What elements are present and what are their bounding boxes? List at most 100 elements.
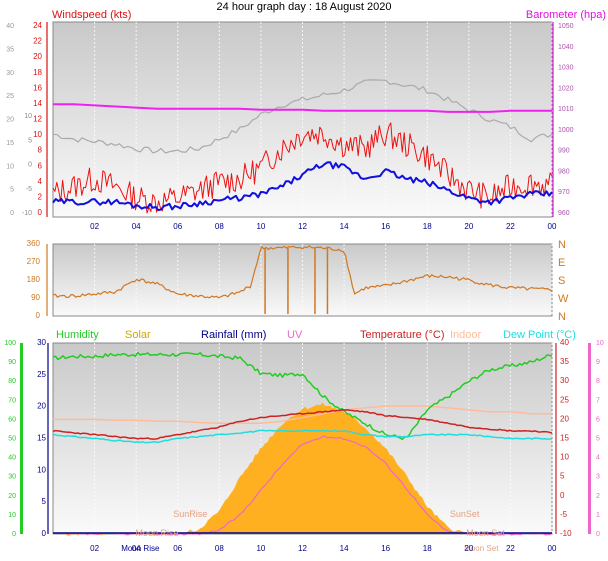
direction-tick-label: 180 xyxy=(27,275,41,284)
humidity-tick-label: 30 xyxy=(8,474,16,481)
wind-x-tick-label: 06 xyxy=(173,222,182,231)
rain-tick-label: 0 xyxy=(42,529,47,538)
temperature-tick-label: 25 xyxy=(560,395,569,404)
barometer-tick-label: 1030 xyxy=(558,65,574,72)
legend-entry: UV xyxy=(287,329,303,341)
temperature-x-tick-label: 12 xyxy=(298,544,307,553)
gray-tick-label: 20 xyxy=(6,117,14,124)
wind-x-tick-label: 20 xyxy=(464,222,473,231)
uv-tick-label: 8 xyxy=(596,378,600,385)
direction-tick-label: 270 xyxy=(27,257,41,266)
sunset-label: SunSet xyxy=(450,509,480,519)
legend-entry: Temperature (°C) xyxy=(360,329,444,341)
compass-label: W xyxy=(558,293,569,305)
humidity-line xyxy=(52,351,553,441)
wind-tick-label: 24 xyxy=(33,21,42,30)
moonrise-label-lower: Moon Rise xyxy=(121,544,160,553)
wind-tick-label: 12 xyxy=(33,115,42,124)
temperature-x-tick-label: 16 xyxy=(381,544,390,553)
temperature-x-tick-label: 04 xyxy=(132,544,141,553)
barometer-tick-label: 1020 xyxy=(558,85,574,92)
temperature-tick-label: 5 xyxy=(560,472,565,481)
uv-tick-label: 4 xyxy=(596,455,600,462)
wind-x-tick-label: 02 xyxy=(90,222,99,231)
temperature-tick-label: 10 xyxy=(560,453,569,462)
rain-tick-label: 30 xyxy=(37,338,46,347)
temperature-tick-label: 35 xyxy=(560,357,569,366)
humidity-tick-label: 90 xyxy=(8,359,16,366)
uv-tick-label: 6 xyxy=(596,416,600,423)
wind-tick-label: 8 xyxy=(38,146,43,155)
temperature-line xyxy=(52,409,553,440)
direction-tick-label: 0 xyxy=(36,311,41,320)
humidity-tick-label: 20 xyxy=(8,493,16,500)
wind-x-tick-label: 00 xyxy=(548,222,557,231)
temperature-x-tick-label: 14 xyxy=(340,544,349,553)
wind-tick-label: 4 xyxy=(38,177,43,186)
wind-tick-label: 22 xyxy=(33,37,42,46)
wind-tick-label: 6 xyxy=(38,161,43,170)
uv-tick-label: 1 xyxy=(596,512,600,519)
wind-average-line xyxy=(52,161,553,212)
humidity-tick-label: 100 xyxy=(4,340,16,347)
gray-tick-label: 40 xyxy=(6,23,14,30)
temperature-x-tick-label: 02 xyxy=(90,544,99,553)
direction-tick-label: 360 xyxy=(27,239,41,248)
uv-tick-label: 9 xyxy=(596,359,600,366)
temperature-tick-label: -10 xyxy=(560,529,572,538)
humidity-tick-label: 80 xyxy=(8,378,16,385)
barometer-tick-label: 1010 xyxy=(558,106,574,113)
rain-tick-label: 20 xyxy=(37,402,46,411)
barometer-tick-label: 980 xyxy=(558,168,570,175)
temperature-x-tick-label: 10 xyxy=(256,544,265,553)
gray-tick-label: 10 xyxy=(6,163,14,170)
rain-tick-label: 5 xyxy=(42,497,47,506)
temperature-x-tick-label: 00 xyxy=(548,544,557,553)
barometer-tick-label: 990 xyxy=(558,148,570,155)
wind-x-tick-label: 12 xyxy=(298,222,307,231)
direction-line xyxy=(52,245,553,299)
legend-entry: Indoor xyxy=(450,329,482,341)
legend-entry: Dew Point (°C) xyxy=(503,329,576,341)
temperature-tick-label: 15 xyxy=(560,434,569,443)
compass-label: S xyxy=(558,275,565,287)
compass-label: N xyxy=(558,311,566,323)
wind-x-tick-label: 04 xyxy=(132,222,141,231)
humidity-tick-label: 70 xyxy=(8,397,16,404)
uv-tick-label: 0 xyxy=(596,531,600,538)
gray-tick-label: 5 xyxy=(10,187,14,194)
compass-label: E xyxy=(558,257,565,269)
legend-entry: Rainfall (mm) xyxy=(201,329,266,341)
gray-tick-label: 15 xyxy=(6,140,14,147)
moonset-label: Moon Set xyxy=(466,528,505,538)
uv-tick-label: 10 xyxy=(596,340,604,347)
gray-tick-label: 0 xyxy=(10,210,14,217)
wind-x-tick-label: 18 xyxy=(423,222,432,231)
wind-tick-label: 2 xyxy=(38,192,43,201)
sunrise-label: SunRise xyxy=(173,509,207,519)
legend-entry: Solar xyxy=(125,329,151,341)
wind-tick-label: 10 xyxy=(33,130,42,139)
wind-tick-label: 18 xyxy=(33,68,42,77)
humidity-tick-label: 0 xyxy=(12,531,16,538)
wind-x-tick-label: 16 xyxy=(381,222,390,231)
rain-tick-label: 10 xyxy=(37,465,46,474)
temperature-tick-label: 0 xyxy=(560,491,565,500)
extra-tick-label: 10 xyxy=(24,113,32,120)
wind-tick-label: 16 xyxy=(33,83,42,92)
temperature-x-tick-label: 06 xyxy=(173,544,182,553)
dewpoint-line xyxy=(52,429,553,444)
barometer-tick-label: 1050 xyxy=(558,23,574,30)
uv-tick-label: 2 xyxy=(596,493,600,500)
uv-tick-label: 5 xyxy=(596,436,600,443)
wind-tick-label: 20 xyxy=(33,52,42,61)
moonset-label-lower: Moon Set xyxy=(464,544,499,553)
extra-tick-label: -5 xyxy=(26,186,32,193)
uv-tick-label: 7 xyxy=(596,397,600,404)
wind-x-tick-label: 10 xyxy=(256,222,265,231)
temperature-x-tick-label: 20 xyxy=(464,544,473,553)
extra-tick-label: 5 xyxy=(28,137,32,144)
humidity-tick-label: 40 xyxy=(8,455,16,462)
